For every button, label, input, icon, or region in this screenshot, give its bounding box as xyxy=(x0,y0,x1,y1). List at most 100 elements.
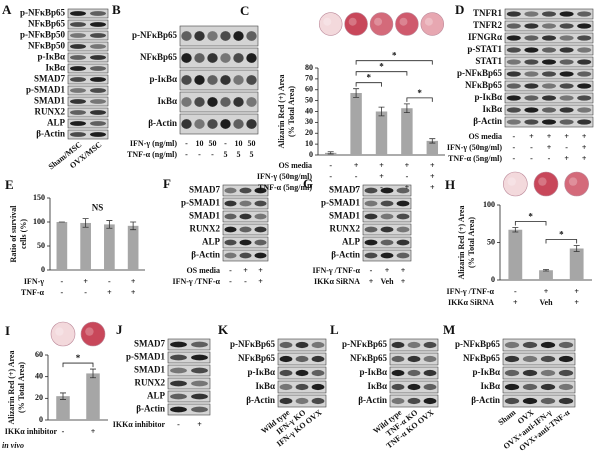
blot-band xyxy=(380,213,394,220)
blot-band xyxy=(224,187,237,194)
blot-band xyxy=(577,119,592,125)
y-tick-label: 80 xyxy=(305,63,313,72)
blot-band xyxy=(541,35,557,41)
panel-letter: A xyxy=(2,2,12,17)
row-label: p-NFκBp50 xyxy=(20,30,66,40)
stained-well-texture xyxy=(323,17,332,26)
lane-label: Sham xyxy=(496,408,517,427)
stained-well-texture xyxy=(374,17,383,26)
stained-well-texture xyxy=(538,177,547,186)
blot-band xyxy=(506,11,521,17)
blot-band xyxy=(295,397,309,405)
panel-letter: F xyxy=(163,176,171,191)
stained-well xyxy=(50,321,76,347)
blot-band xyxy=(279,369,293,377)
bar xyxy=(56,396,70,420)
bar xyxy=(104,224,115,270)
row-label: p-NFκBp65 xyxy=(132,30,178,40)
blot-band xyxy=(522,397,538,405)
blot-band xyxy=(311,397,325,405)
blot-strip xyxy=(67,118,109,129)
blot-band xyxy=(504,355,520,363)
blot-band xyxy=(541,59,557,65)
blot-band xyxy=(224,239,237,246)
stained-well-texture xyxy=(55,327,64,336)
blot-band xyxy=(254,252,267,259)
condition-label: TNF-α (5ng/ml) xyxy=(258,183,312,192)
condition-value: - xyxy=(565,143,568,152)
blot-band xyxy=(181,119,192,129)
condition-value: + xyxy=(547,132,552,141)
error-bar xyxy=(327,151,334,155)
condition-value: + xyxy=(430,172,435,181)
blot-band xyxy=(391,341,405,349)
panel-letter: L xyxy=(330,322,339,337)
y-axis-label: Alizarin Red (+) Area xyxy=(7,351,16,425)
y-tick-label: 100 xyxy=(483,200,495,209)
blot-band xyxy=(380,252,394,259)
row-label: TNFR2 xyxy=(473,20,502,30)
blot-band xyxy=(246,53,257,63)
error-bar xyxy=(512,227,519,233)
error-bar xyxy=(573,245,580,252)
condition-value: + xyxy=(544,287,549,296)
row-label: SMAD7 xyxy=(189,185,220,195)
blot-band xyxy=(423,355,437,363)
significance-label: * xyxy=(392,51,397,61)
blot-strip xyxy=(67,8,109,19)
blot-band xyxy=(90,132,106,137)
blot-band xyxy=(70,55,86,60)
blot-band xyxy=(506,95,521,101)
blot-band xyxy=(558,341,574,349)
blot-band xyxy=(524,83,539,89)
condition-value: + xyxy=(107,288,112,297)
stained-well-texture xyxy=(507,177,516,186)
y-tick-label: 10 xyxy=(305,139,313,148)
row-label: p-NFκBp65 xyxy=(230,339,276,349)
y-tick-label: 60 xyxy=(35,350,43,359)
blot-band xyxy=(220,53,231,63)
error-bar xyxy=(82,218,89,228)
blot-band xyxy=(423,369,437,377)
row-label: p-IκBα xyxy=(359,367,387,377)
blot-band xyxy=(70,132,86,137)
blot-band xyxy=(541,119,557,125)
y-tick-label: 20 xyxy=(305,128,313,137)
row-label: β-Actin xyxy=(36,129,65,139)
row-label: NFκBp65 xyxy=(238,353,276,363)
blot-band xyxy=(524,119,539,125)
row-label: ALP xyxy=(202,237,221,247)
condition-label: TNF-α (ng/ml) xyxy=(127,150,177,159)
significance-bracket xyxy=(514,221,547,226)
y-tick-label: 20 xyxy=(35,393,43,402)
condition-value: - xyxy=(370,266,373,275)
condition-label: IFN-γ (ng/ml) xyxy=(130,139,177,148)
blot-band xyxy=(239,200,252,207)
blot-band xyxy=(364,239,378,246)
error-bar xyxy=(353,88,360,98)
blot-band xyxy=(407,383,421,391)
blot-band xyxy=(233,31,244,41)
condition-value: + xyxy=(258,277,263,286)
y-tick-label: 0 xyxy=(491,275,495,284)
blot-strip xyxy=(67,63,109,74)
condition-value: 5 xyxy=(237,150,241,159)
condition-value: - xyxy=(108,277,111,286)
condition-value: + xyxy=(379,161,384,170)
row-label: p-STAT1 xyxy=(467,44,502,54)
blot-band xyxy=(504,369,520,377)
blot-strip xyxy=(179,25,259,47)
blot-band xyxy=(506,83,521,89)
blot-band xyxy=(407,355,421,363)
panel-letter: D xyxy=(455,2,464,17)
blot-band xyxy=(541,11,557,17)
blot-band xyxy=(70,121,86,126)
condition-value: + xyxy=(547,143,552,152)
y-axis-label: (% Total Area) xyxy=(287,86,296,137)
condition-value: - xyxy=(61,288,64,297)
row-label: IκBα xyxy=(480,381,500,391)
row-label: SMAD7 xyxy=(134,339,165,349)
blot-band xyxy=(522,369,538,377)
panel-letter: H xyxy=(445,177,455,192)
